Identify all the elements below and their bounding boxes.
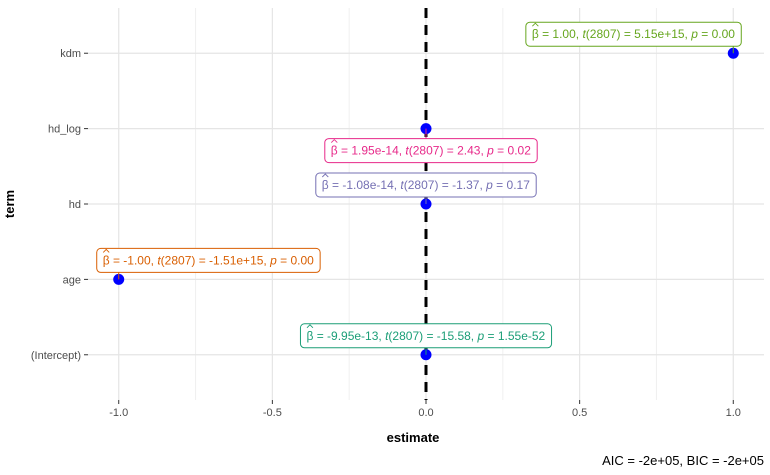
label-box: [525, 21, 742, 47]
estimate-label: β = -9.95e-13, t(2807) = -15.58, p = 1.5…: [299, 323, 553, 355]
x-axis-title: estimate: [387, 430, 440, 445]
label-box: [96, 247, 321, 273]
x-tick-label: -1.0: [109, 407, 128, 419]
y-axis-title: term: [2, 190, 17, 218]
y-tick-label: (Intercept): [31, 350, 81, 362]
model-fit-caption: AIC = -2e+05, BIC = -2e+05: [602, 453, 764, 468]
label-box: [324, 138, 538, 164]
label-text: β = -1.00, t(2807) = -1.51e+15, p = 0.00: [103, 253, 314, 267]
label-text: β = 1.00, t(2807) = 5.15e+15, p = 0.00: [532, 27, 735, 41]
estimate-labels: β = 1.00, t(2807) = 5.15e+15, p = 0.00 β …: [96, 21, 742, 355]
x-tick-label: 0.0: [418, 407, 433, 419]
estimate-label: β = -1.00, t(2807) = -1.51e+15, p = 0.00: [96, 247, 321, 280]
beta-hat-mark: [330, 138, 338, 143]
beta-hat-mark: [102, 248, 110, 253]
y-tick-label: hd: [69, 199, 81, 211]
x-tick-label: 0.5: [572, 407, 587, 419]
beta-hat-mark: [321, 173, 329, 178]
estimate-label: β = 1.95e-14, t(2807) = 2.43, p = 0.02: [324, 128, 538, 164]
y-tick-label: hd_log: [48, 124, 81, 136]
axis-ticks: -1.0 -0.5 0.0 0.5 1.0 (Intercept) age hd hd_log k…: [31, 48, 741, 419]
y-tick-label: kdm: [60, 48, 81, 60]
label-text: β = -9.95e-13, t(2807) = -15.58, p = 1.5…: [306, 329, 545, 343]
y-tick-label: age: [63, 274, 81, 286]
estimate-label: β = -1.08e-14, t(2807) = -1.37, p = 0.17: [315, 172, 537, 204]
beta-hat-mark: [532, 22, 539, 27]
label-text: β = 1.95e-14, t(2807) = 2.43, p = 0.02: [331, 144, 531, 158]
estimate-label: β = 1.00, t(2807) = 5.15e+15, p = 0.00: [525, 21, 742, 54]
label-text: β = -1.08e-14, t(2807) = -1.37, p = 0.17: [322, 178, 530, 192]
x-tick-label: -0.5: [263, 407, 282, 419]
beta-hat-mark: [306, 324, 314, 329]
x-tick-label: 1.0: [726, 407, 741, 419]
